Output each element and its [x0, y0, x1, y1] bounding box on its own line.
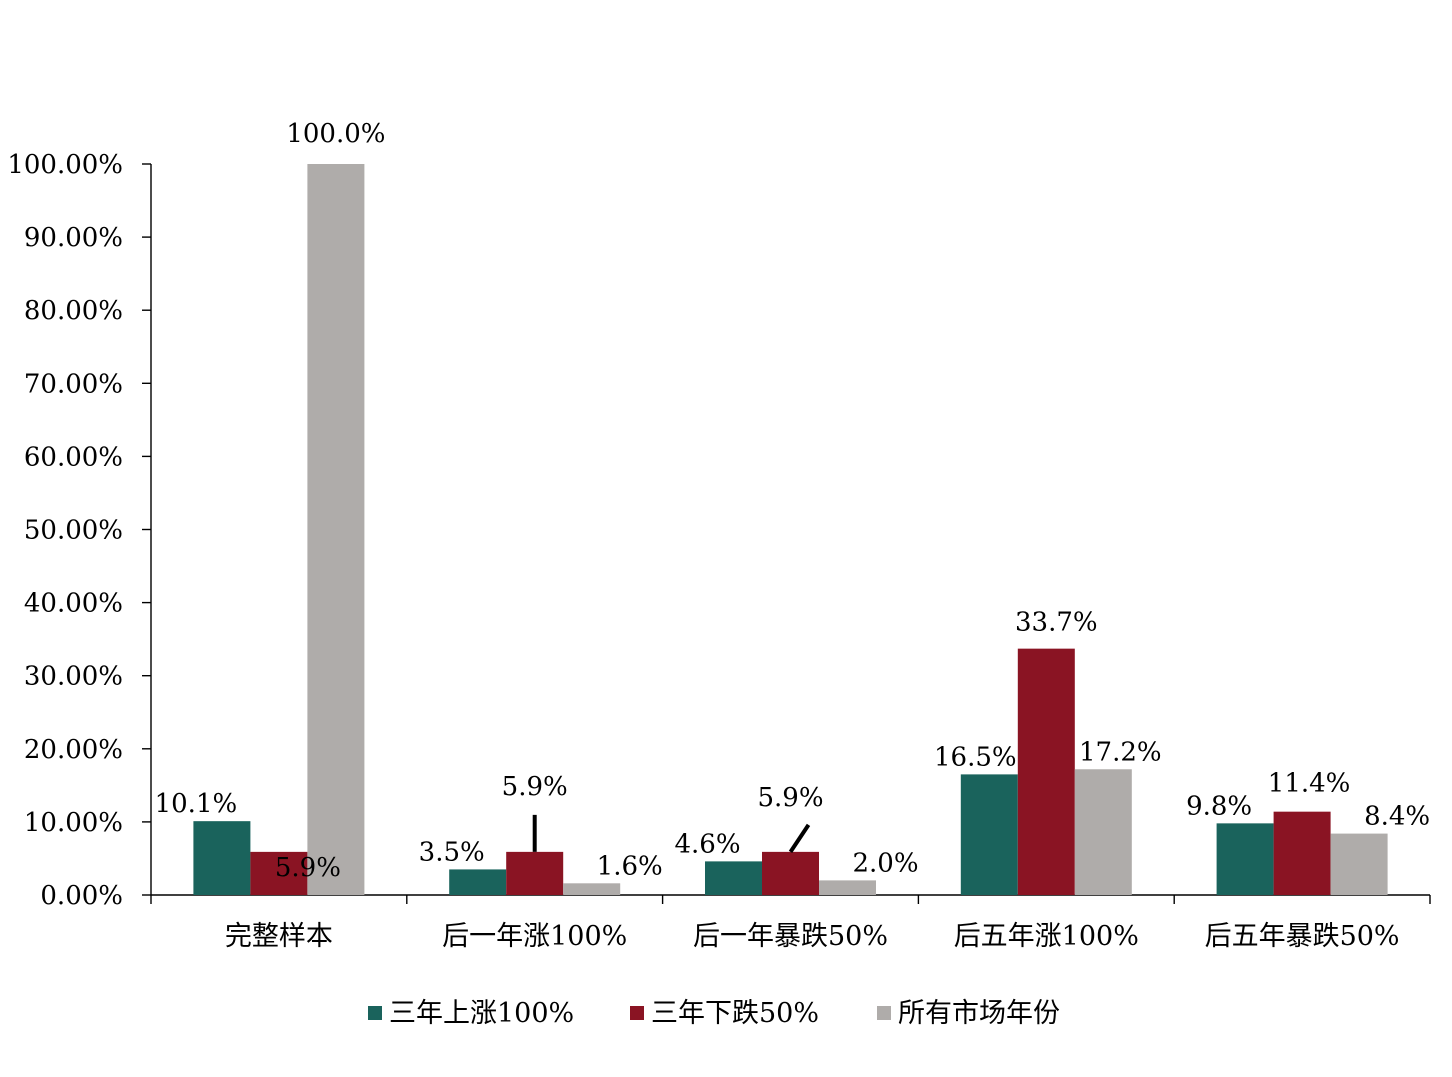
legend-swatch [877, 1006, 891, 1020]
data-label: 8.4% [1364, 802, 1430, 832]
x-category-label: 后一年涨100% [442, 921, 627, 952]
y-tick-label: 60.00% [24, 442, 123, 472]
data-label: 5.9% [502, 772, 568, 802]
y-tick-label: 90.00% [24, 223, 123, 253]
bar-2 [250, 851, 308, 895]
legend: 三年上涨100% 三年下跌50% 所有市场年份 [368, 998, 1060, 1029]
data-label: 11.4% [1268, 769, 1351, 799]
x-category-label: 完整样本 [225, 921, 333, 952]
data-label: 4.6% [674, 829, 740, 859]
bar-1 [960, 774, 1018, 895]
y-tick-label: 20.00% [24, 735, 123, 765]
bar-1 [193, 821, 251, 895]
bar-2 [1273, 811, 1331, 895]
bar-2 [1017, 648, 1075, 895]
data-label: 2.0% [852, 848, 918, 878]
data-label: 1.6% [597, 851, 663, 881]
bar-3 [1074, 769, 1132, 895]
data-label: 16.5% [934, 742, 1017, 772]
y-tick-label: 70.00% [24, 369, 123, 399]
data-label: 17.2% [1079, 737, 1162, 767]
y-tick-label: 40.00% [24, 589, 123, 619]
x-category-label: 后一年暴跌50% [693, 921, 888, 952]
bar-3 [1330, 833, 1388, 895]
data-label: 3.5% [419, 837, 485, 867]
legend-swatch [368, 1006, 382, 1020]
data-label: 33.7% [1015, 608, 1098, 638]
legend-label: 所有市场年份 [898, 998, 1060, 1029]
legend-swatch [630, 1006, 644, 1020]
data-labels-group: 10.1% 3.5% 4.6% 16.5% 9.8% 5.9% 5.9% 5.9% 33.7% 1… [155, 119, 1431, 883]
legend-label: 三年下跌50% [651, 998, 819, 1029]
bar-1 [449, 869, 507, 895]
x-category-label: 后五年暴跌50% [1205, 921, 1400, 952]
bar-2 [506, 851, 564, 895]
legend-label: 三年上涨100% [389, 998, 574, 1029]
bar-1 [705, 861, 762, 895]
bar-1 [1216, 823, 1274, 895]
bar-3 [563, 883, 621, 895]
y-tick-label: 10.00% [24, 808, 123, 838]
bar-2 [762, 851, 819, 895]
x-axis: 完整样本 后一年涨100% 后一年暴跌50% 后五年涨100% 后五年暴跌50% [150, 894, 1431, 952]
y-axis: 0.00% 10.00% 20.00% 30.00% 40.00% 50.00% 60.00… [7, 150, 152, 911]
data-label: 100.0% [286, 119, 385, 149]
y-tick-label: 30.00% [24, 662, 123, 692]
y-tick-label: 0.00% [40, 881, 123, 911]
data-label: 5.9% [275, 853, 341, 883]
leader-line [788, 823, 811, 853]
bars-group [193, 164, 1388, 895]
data-label: 5.9% [757, 783, 823, 813]
y-tick-label: 100.00% [7, 150, 123, 180]
bar-3 [307, 164, 365, 895]
data-label: 9.8% [1186, 791, 1252, 821]
data-label: 10.1% [155, 789, 238, 819]
bar-3 [819, 880, 876, 895]
x-category-label: 后五年涨100% [954, 921, 1139, 952]
y-tick-label: 50.00% [24, 516, 123, 546]
y-tick-label: 80.00% [24, 296, 123, 326]
